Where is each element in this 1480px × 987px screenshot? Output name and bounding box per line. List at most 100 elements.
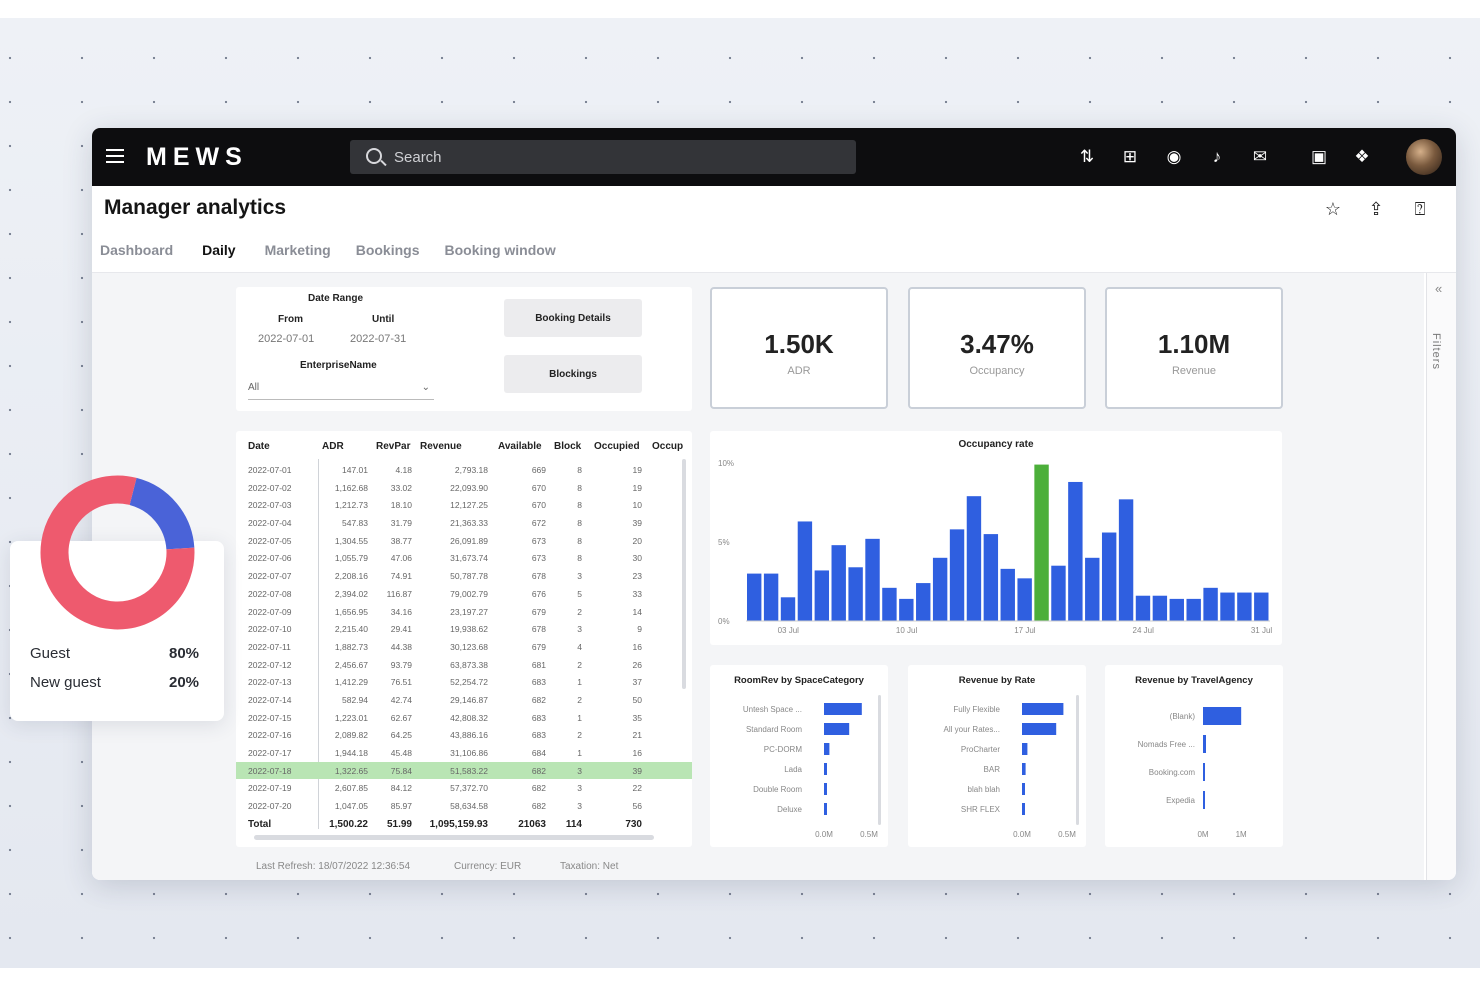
table-row[interactable]: 2022-07-04 547.83 31.79 21,363.33 672 8 39 [236, 514, 692, 532]
table-cell: 44.38 [390, 641, 412, 652]
table-cell: 14 [632, 606, 642, 617]
table-row[interactable]: 2022-07-19 2,607.85 84.12 57,372.70 682 3 22 [236, 779, 692, 797]
category-label: BAR [984, 765, 1001, 774]
table-cell: 4 [577, 641, 582, 652]
table-cell: 58,634.58 [450, 801, 488, 812]
blockings-button[interactable]: Blockings [504, 355, 642, 393]
table-cell: 85.97 [390, 801, 412, 812]
column-header[interactable]: RevPar [376, 441, 411, 452]
table-row[interactable]: 2022-07-09 1,656.95 34.16 23,197.27 679 2 14 [236, 603, 692, 621]
table-cell: 26,091.89 [450, 535, 488, 546]
search-input[interactable]: Search [350, 140, 856, 174]
occupancy-bar [1101, 532, 1117, 621]
table-row[interactable]: 2022-07-17 1,944.18 45.48 31,106.86 684 1 16 [236, 744, 692, 762]
tab-marketing[interactable]: Marketing [264, 242, 331, 258]
table-row[interactable]: 2022-07-08 2,394.02 116.87 79,002.79 676 5 33 [236, 585, 692, 603]
table-cell: 50,787.78 [450, 571, 488, 582]
collapse-icon[interactable]: « [1435, 281, 1443, 296]
table-cell: 1,212.73 [334, 500, 368, 511]
chat-icon[interactable]: ▣ [1310, 147, 1328, 166]
table-row[interactable]: 2022-07-06 1,055.79 47.06 31,673.74 673 8 30 [236, 549, 692, 567]
menu-icon[interactable] [106, 149, 124, 163]
table-row[interactable]: 2022-07-14 582.94 42.74 29,146.87 682 2 50 [236, 691, 692, 709]
tab-booking-window[interactable]: Booking window [444, 242, 556, 258]
column-header[interactable]: Available [498, 441, 542, 452]
eye-icon[interactable]: ◉ [1166, 147, 1182, 166]
date-range-filter: Date Range From Until 2022-07-01 2022-07… [236, 287, 692, 411]
table-cell: 682 [531, 694, 546, 705]
table-row[interactable]: 2022-07-18 1,322.65 75.84 51,583.22 682 3 39 [236, 761, 692, 780]
filters-panel-toggle[interactable]: « Filters [1426, 273, 1456, 880]
avatar[interactable] [1406, 139, 1442, 175]
tab-bookings[interactable]: Bookings [355, 242, 420, 258]
table-cell: 76.51 [390, 677, 412, 688]
table-row[interactable]: 2022-07-13 1,412.29 76.51 52,254.72 683 1 37 [236, 673, 692, 691]
column-header[interactable]: Revenue [420, 441, 462, 452]
table-row[interactable]: 2022-07-12 2,456.67 93.79 63,873.38 681 2 26 [236, 656, 692, 674]
table-cell: 45.48 [390, 748, 412, 758]
occupancy-bar [1237, 592, 1252, 621]
kpi-label: Occupancy [969, 365, 1025, 377]
table-cell: 38.77 [390, 535, 412, 546]
tab-bar: Dashboard Daily Marketing Bookings Booki… [100, 240, 581, 274]
table-cell: 23,197.27 [450, 606, 488, 617]
tab-dashboard[interactable]: Dashboard [100, 242, 174, 258]
column-header[interactable]: ADR [322, 441, 344, 452]
table-cell: 682 [531, 765, 546, 776]
table-cell: 582.94 [342, 694, 368, 705]
table-total-cell: 51.99 [386, 819, 412, 830]
table-row[interactable]: 2022-07-11 1,882.73 44.38 30,123.68 679 4 16 [236, 638, 692, 656]
sort-icon[interactable]: ⇅ [1079, 147, 1095, 166]
bar [824, 743, 830, 755]
chart-title: Occupancy rate [958, 439, 1034, 450]
booking-details-button[interactable]: Booking Details [504, 299, 642, 337]
table-cell: 669 [531, 465, 546, 475]
table-cell: 33.02 [390, 482, 412, 493]
table-cell: 39 [632, 765, 642, 776]
column-header[interactable]: Date [248, 441, 270, 452]
bell-icon[interactable]: ♪ [1212, 147, 1222, 166]
help-icon[interactable]: ⍰ [1414, 199, 1426, 219]
donut-slice [128, 477, 195, 551]
star-icon[interactable]: ☆ [1324, 199, 1342, 219]
tab-daily[interactable]: Daily [198, 240, 240, 274]
plus-square-icon[interactable]: ⊞ [1122, 147, 1138, 166]
table-row[interactable]: 2022-07-15 1,223.01 62.67 42,808.32 683 1 35 [236, 709, 692, 727]
gift-icon[interactable]: ❖ [1354, 147, 1370, 166]
table-cell: 1,322.65 [334, 765, 368, 776]
table-row[interactable]: 2022-07-05 1,304.55 38.77 26,091.89 673 8 20 [236, 532, 692, 550]
from-date-input[interactable]: 2022-07-01 [258, 333, 315, 345]
table-row[interactable]: 2022-07-20 1,047.05 85.97 58,634.58 682 3 56 [236, 797, 692, 815]
mail-icon[interactable]: ✉ [1252, 147, 1268, 166]
table-row[interactable]: 2022-07-10 2,215.40 29.41 19,938.62 678 3 9 [236, 620, 692, 638]
table-cell: 62.67 [390, 712, 412, 723]
share-icon[interactable]: ⇪ [1368, 199, 1384, 219]
until-date-input[interactable]: 2022-07-31 [350, 333, 407, 345]
occupancy-bar [1085, 557, 1100, 621]
horizontal-scrollbar[interactable] [254, 835, 654, 840]
table-row[interactable]: 2022-07-02 1,162.68 33.02 22,093.90 670 8 19 [236, 479, 692, 497]
column-header[interactable]: Occupied [594, 441, 640, 452]
column-header[interactable]: Block [554, 441, 582, 452]
category-label: Standard Room [746, 725, 802, 734]
table-cell: 8 [577, 553, 582, 564]
roomrev-chart: RoomRev by SpaceCategory Untesh Space ..… [710, 665, 888, 847]
kpi-adr: 1.50K ADR [710, 287, 888, 409]
table-cell: 670 [531, 482, 546, 493]
occupancy-bar [1186, 598, 1201, 621]
kpi-value: 1.10M [1157, 329, 1231, 359]
table-row[interactable]: 2022-07-07 2,208.16 74.91 50,787.78 678 3 23 [236, 567, 692, 585]
table-row[interactable]: 2022-07-03 1,212.73 18.10 12,127.25 670 8 10 [236, 496, 692, 514]
app-logo[interactable]: MEWS [146, 143, 248, 171]
column-header[interactable]: Occup [652, 441, 684, 452]
table-row[interactable]: 2022-07-16 2,089.82 64.25 43,886.16 683 2 21 [236, 726, 692, 744]
enterprise-select[interactable]: All ⌄ [248, 382, 434, 400]
bar [1203, 707, 1242, 725]
table-row[interactable]: 2022-07-01 147.01 4.18 2,793.18 669 8 19 [236, 461, 692, 479]
table-cell: 684 [531, 748, 546, 758]
until-label: Until [372, 314, 395, 325]
table-cell: 26 [632, 659, 642, 670]
table-header: Date ADR RevPar Revenue Available Block Occupi… [236, 441, 692, 459]
table-cell: 1,047.05 [334, 801, 368, 812]
vertical-scrollbar[interactable] [682, 459, 686, 689]
